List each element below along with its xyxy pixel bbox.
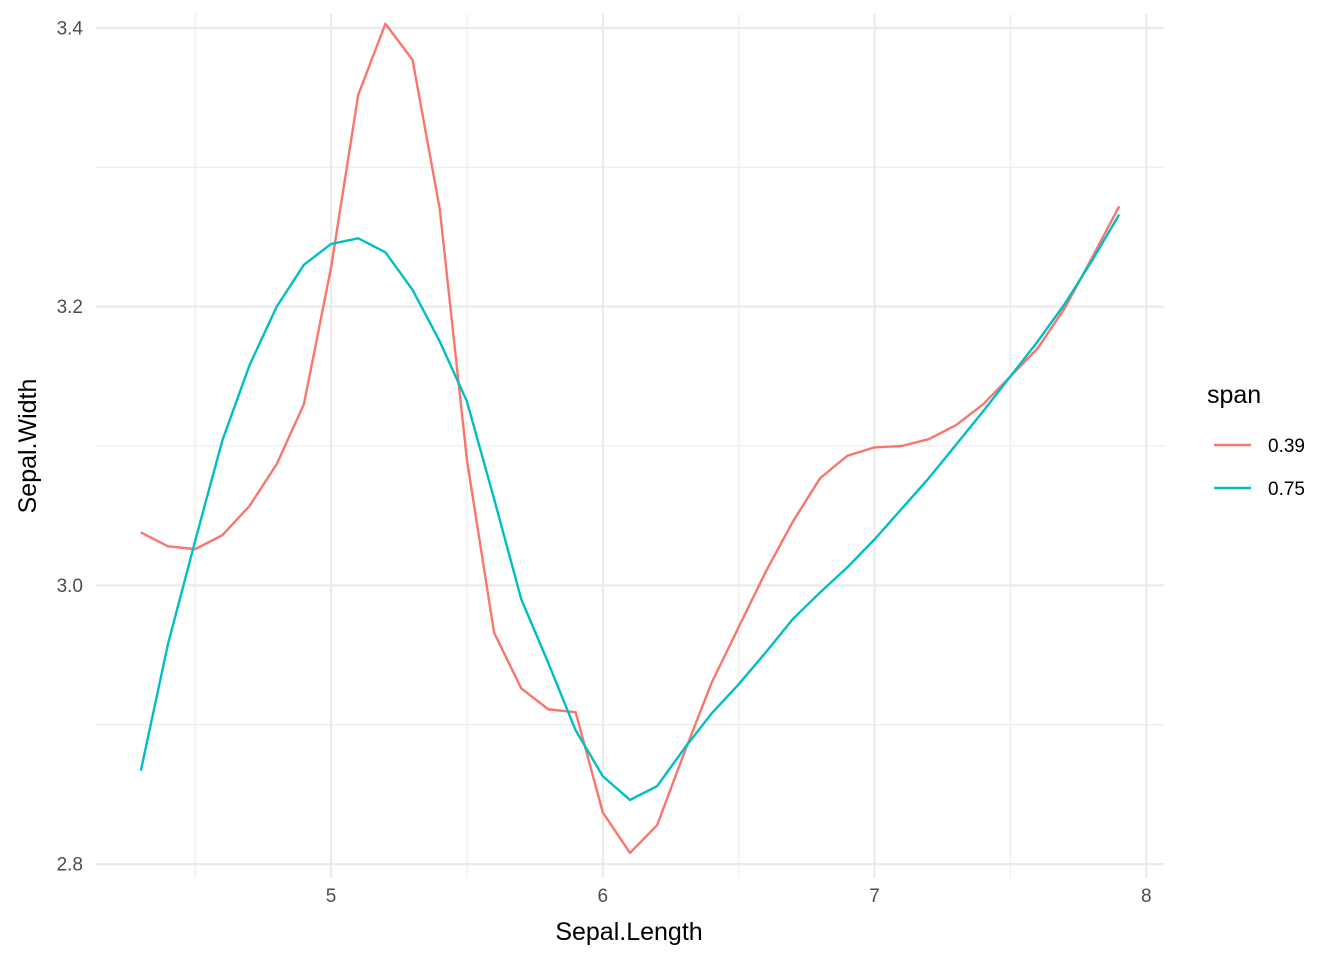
- minor-gridlines: [96, 14, 1164, 878]
- tick-labels: 5 6 7 8 2.8 3.0 3.2 3.4: [57, 18, 1152, 907]
- legend-label: 0.75: [1268, 479, 1305, 500]
- y-axis-title: Sepal.Width: [14, 379, 42, 514]
- y-tick-label: 3.2: [57, 297, 83, 318]
- series-lines: [139, 22, 1121, 855]
- legend-items: 0.39 0.75: [1214, 436, 1305, 500]
- x-tick-label: 8: [1141, 886, 1152, 907]
- legend-label: 0.39: [1268, 436, 1305, 457]
- y-tick-label: 2.8: [57, 855, 83, 876]
- legend-item: 0.75: [1214, 479, 1305, 500]
- legend-item: 0.39: [1214, 436, 1305, 457]
- y-tick-label: 3.4: [57, 18, 84, 39]
- y-tick-label: 3.0: [57, 576, 83, 597]
- major-gridlines: [96, 14, 1164, 878]
- x-axis-title: Sepal.Length: [555, 918, 702, 946]
- legend-title: span: [1207, 381, 1261, 409]
- x-tick-label: 7: [869, 886, 880, 907]
- legend: span 0.39 0.75: [1207, 381, 1305, 500]
- series-line-0.75: [139, 214, 1121, 802]
- series-line-0.39: [140, 22, 1121, 855]
- x-tick-label: 5: [326, 886, 337, 907]
- x-tick-label: 6: [598, 886, 609, 907]
